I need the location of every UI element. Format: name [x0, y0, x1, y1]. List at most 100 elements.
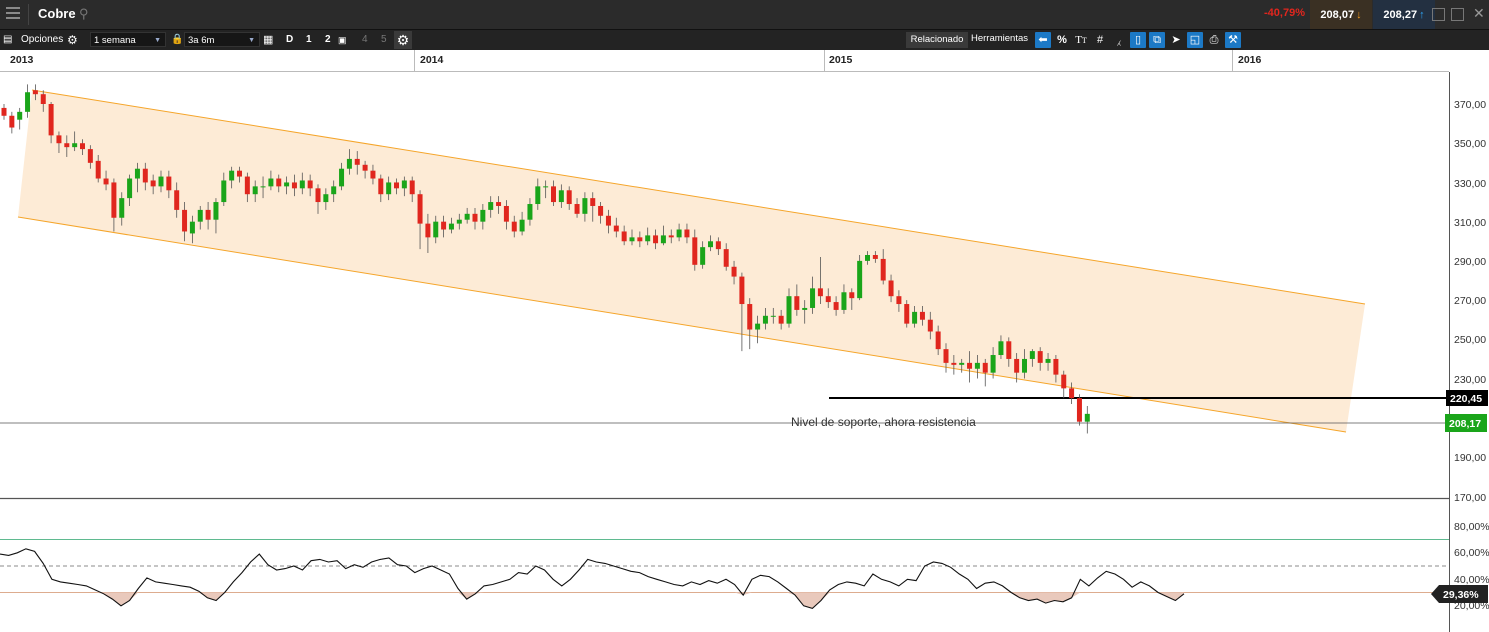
candle-body — [103, 178, 109, 185]
related-button[interactable]: Relacionado — [906, 32, 968, 48]
rsi-tick: 60,00% — [1454, 547, 1489, 559]
candle-body — [598, 205, 604, 216]
tool-3-icon[interactable]: ▣ — [338, 35, 347, 45]
rsi-tick: 40,00% — [1454, 574, 1489, 586]
search-icon[interactable]: ⚲ — [79, 6, 89, 21]
candle-body — [645, 235, 651, 242]
candle-body — [1029, 351, 1035, 359]
percent-button[interactable]: % — [1057, 34, 1067, 46]
candle-body — [284, 182, 290, 187]
candle-body — [480, 209, 486, 222]
candle-body — [590, 198, 596, 206]
options-label[interactable]: Opciones — [21, 34, 64, 45]
rsi-panel[interactable]: 80,00% 60,00% 40,00% 20,00% 29,36% — [0, 521, 1489, 612]
tool-4[interactable]: 4 — [362, 34, 368, 45]
candle-body — [1053, 358, 1059, 375]
grid-icon[interactable]: # — [1096, 34, 1104, 46]
candle-body — [668, 235, 674, 238]
sell-price: 208,07 — [1320, 8, 1355, 21]
tool-5[interactable]: 5 — [381, 34, 387, 45]
candle-body — [488, 202, 494, 210]
candle-body — [919, 311, 925, 320]
sell-quote[interactable]: 208,07 ↓ — [1310, 0, 1372, 29]
candle-body — [409, 180, 415, 195]
candle-body — [197, 209, 203, 222]
menu-icon[interactable] — [6, 7, 20, 22]
range-select[interactable]: 3a 6m ▼ — [184, 32, 260, 47]
candle-body — [676, 229, 682, 238]
tool-1[interactable]: 1 — [306, 34, 312, 45]
close-icon[interactable]: ✕ — [1473, 5, 1485, 21]
tools-label[interactable]: Herramientas — [971, 33, 1029, 44]
candle-body — [637, 237, 643, 242]
tools-icon[interactable]: ⚒ — [1225, 32, 1241, 48]
resistance-price-label: 220,45 — [1450, 393, 1482, 405]
candle-body — [354, 158, 360, 165]
candle-icon[interactable]: ▯ — [1130, 32, 1146, 48]
candle-body — [621, 231, 627, 242]
calendar-icon[interactable]: ▦ — [263, 34, 274, 46]
candle-body — [386, 182, 392, 195]
candle-body — [551, 186, 556, 203]
trend-channel-fill — [18, 90, 1365, 432]
candle-body — [142, 168, 148, 183]
gear-icon[interactable]: ⚙ — [67, 33, 78, 47]
candle-body — [566, 190, 572, 205]
resistance-price-tag: 220,45 — [1446, 390, 1488, 406]
line-icon[interactable]: ⁁ — [1117, 34, 1121, 46]
price-tick: 230,00 — [1454, 374, 1486, 386]
candle-body — [951, 362, 957, 365]
candle-body — [150, 180, 156, 187]
tool-d[interactable]: D — [286, 34, 294, 45]
candle-body — [134, 168, 140, 179]
price-chart[interactable]: 2013 2014 2015 2016 Nivel de soporte, ah… — [0, 50, 1489, 632]
compare-icon[interactable]: ⧉ — [1149, 32, 1165, 48]
candle-body — [817, 288, 823, 297]
settings-icon[interactable]: ⚙ — [394, 31, 412, 49]
candle-body — [346, 158, 352, 169]
candle-body — [653, 235, 659, 244]
text-size-icon[interactable]: TT — [1075, 34, 1087, 46]
candle-body — [927, 319, 933, 332]
instrument-name[interactable]: Cobre — [38, 6, 76, 21]
candle-body — [700, 247, 706, 265]
tool-2[interactable]: 2 — [325, 34, 331, 45]
candle-body — [127, 178, 133, 199]
candle-body — [1076, 398, 1082, 422]
period-value: 1 semana — [94, 35, 136, 46]
candle-body — [425, 223, 431, 238]
channel-lower-line[interactable] — [17, 216, 1347, 433]
separator — [28, 4, 29, 25]
drawing-icon[interactable]: ➤ — [1171, 34, 1181, 46]
candle-body — [1, 107, 7, 116]
period-select[interactable]: 1 semana ▼ — [90, 32, 166, 47]
candle-body — [72, 143, 78, 148]
candle-body — [786, 296, 792, 324]
tag-icon[interactable]: ◱ — [1187, 32, 1203, 48]
candle-body — [739, 276, 745, 305]
channel-upper-line[interactable] — [31, 89, 1366, 305]
price-tick: 370,00 — [1454, 99, 1486, 111]
candle-body — [613, 225, 619, 232]
candle-body — [221, 180, 227, 203]
candle-body — [794, 296, 800, 310]
maximize-icon[interactable] — [1451, 8, 1464, 21]
candlestick-series — [1, 84, 1090, 434]
candle-body — [401, 180, 407, 189]
list-icon[interactable]: ▤ — [3, 34, 13, 45]
lock-icon[interactable]: 🔒 — [171, 34, 184, 45]
print-icon[interactable]: ⎙ — [1209, 34, 1219, 46]
time-axis: 2013 2014 2015 2016 — [0, 50, 1449, 72]
window-icon[interactable] — [1432, 8, 1445, 21]
buy-quote[interactable]: 208,27 ↑ — [1373, 0, 1435, 29]
candle-body — [48, 104, 54, 136]
candle-body — [32, 90, 38, 95]
cursor-icon[interactable]: ⬅ — [1035, 32, 1051, 48]
candle-body — [323, 194, 329, 203]
candle-body — [1014, 358, 1020, 373]
rsi-oversold-fill — [0, 592, 1184, 609]
candle-body — [441, 221, 447, 230]
year-label-2016: 2016 — [1238, 54, 1262, 66]
candle-body — [464, 213, 470, 220]
candle-body — [1022, 358, 1027, 373]
